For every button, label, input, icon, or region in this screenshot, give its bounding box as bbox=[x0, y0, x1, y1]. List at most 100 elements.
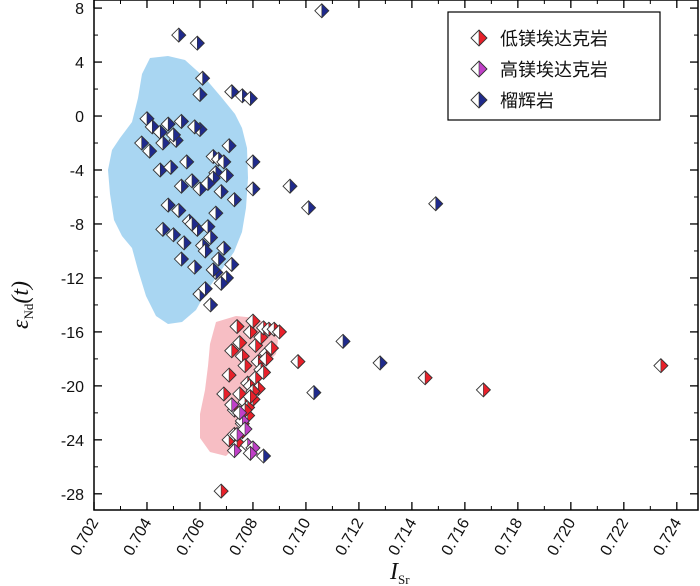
y-tick-label: -24 bbox=[61, 433, 84, 450]
legend-label: 高镁埃达克岩 bbox=[500, 60, 608, 81]
eclogite-point bbox=[184, 216, 200, 232]
low-mg-adakite-point bbox=[258, 351, 274, 367]
eclogite-point bbox=[226, 192, 243, 208]
eclogite-point bbox=[202, 229, 219, 246]
eclogite-point bbox=[208, 205, 224, 221]
eclogite-point bbox=[184, 173, 200, 189]
eclogite-point bbox=[213, 183, 229, 200]
y-axis-title-tail: (t) bbox=[8, 281, 34, 304]
high-mg-adakite-point bbox=[224, 397, 240, 413]
eclogite-point bbox=[194, 70, 211, 86]
data-points bbox=[134, 3, 669, 499]
plot-frame bbox=[93, 0, 699, 511]
y-tick-label: -28 bbox=[61, 487, 84, 504]
high-mg-adakite-point bbox=[232, 405, 248, 421]
legend-marker bbox=[470, 60, 488, 78]
eclogite-point bbox=[210, 251, 227, 267]
high-mg-adakite-point bbox=[242, 445, 258, 461]
y-tick-label: 8 bbox=[75, 1, 84, 18]
high-mg-adakite-point bbox=[237, 421, 253, 437]
low-mg-adakite-point bbox=[242, 324, 258, 340]
y-tick-label: -12 bbox=[61, 271, 84, 288]
eclogite-point bbox=[245, 154, 261, 170]
y-tick-label: -16 bbox=[61, 325, 84, 342]
eclogite-point bbox=[179, 154, 195, 170]
eclogite-point bbox=[134, 135, 150, 151]
eclogite-point bbox=[255, 448, 272, 464]
low-mg-adakite-point bbox=[216, 386, 232, 402]
y-tick-label: 0 bbox=[75, 109, 84, 126]
eclogite-point bbox=[202, 297, 219, 313]
x-tick-label: 0.708 bbox=[227, 515, 262, 558]
legend-label: 低镁埃达克岩 bbox=[500, 29, 608, 50]
y-axis: 8 4 0 -4 -8 -12 -16 -20 -24 -28 bbox=[61, 1, 698, 504]
eclogite-point bbox=[141, 143, 158, 159]
x-axis-title: ISr bbox=[389, 559, 410, 586]
low-mg-adakite-point bbox=[271, 324, 288, 340]
x-tick-label: 0.706 bbox=[174, 515, 209, 558]
y-tick-label: -4 bbox=[70, 163, 84, 180]
eclogite-point bbox=[173, 178, 190, 194]
eclogite-point bbox=[192, 86, 208, 103]
eclogite-point bbox=[155, 221, 171, 238]
legend-item-low-mg-adakite: 低镁埃达克岩 bbox=[470, 29, 608, 50]
eclogite-point bbox=[200, 175, 216, 192]
x-tick-label: 0.722 bbox=[598, 515, 633, 558]
legend-item-high-mg-adakite: 高镁埃达克岩 bbox=[470, 60, 608, 81]
eclogite-point bbox=[306, 384, 322, 401]
eclogite-point bbox=[171, 27, 187, 43]
eclogite-point bbox=[197, 243, 213, 259]
eclogite-point bbox=[300, 200, 317, 216]
x-tick-label: 0.704 bbox=[121, 515, 156, 558]
y-tick-label: -8 bbox=[70, 217, 84, 234]
legend-marker bbox=[470, 29, 488, 47]
x-tick-label: 0.720 bbox=[545, 515, 580, 558]
low-mg-adakite-point bbox=[255, 364, 272, 381]
x-tick-label: 0.712 bbox=[333, 515, 368, 558]
x-tick-label: 0.724 bbox=[651, 515, 686, 558]
x-axis-title-sub: Sr bbox=[398, 572, 410, 586]
high-mg-adakite-point bbox=[226, 442, 243, 459]
adakite-field bbox=[200, 316, 278, 456]
eclogite-point bbox=[176, 235, 192, 251]
eclogite-point bbox=[216, 240, 232, 256]
low-mg-adakite-point bbox=[290, 353, 306, 370]
eclogite-point bbox=[205, 262, 221, 278]
eclogite-point bbox=[216, 154, 232, 170]
eclogite-point bbox=[155, 135, 171, 151]
low-mg-adakite-point bbox=[263, 340, 280, 356]
x-tick-label: 0.710 bbox=[280, 515, 315, 558]
eclogite-point bbox=[171, 202, 187, 219]
x-axis-title-main: I bbox=[389, 559, 399, 585]
eclogite-point bbox=[165, 127, 182, 143]
eclogite-point bbox=[428, 196, 444, 212]
y-axis-title: εNd(t) bbox=[8, 281, 36, 329]
low-mg-adakite-point bbox=[224, 343, 240, 359]
x-tick-label: 0.714 bbox=[386, 515, 421, 558]
low-mg-adakite-point bbox=[245, 313, 261, 329]
legend-marker bbox=[470, 91, 488, 109]
eclogite-point bbox=[197, 281, 213, 297]
eclogite-point bbox=[189, 35, 205, 51]
low-mg-adakite-point bbox=[653, 357, 669, 374]
y-tick-label: -20 bbox=[61, 379, 84, 396]
x-tick-label: 0.718 bbox=[492, 515, 527, 558]
eclogite-point bbox=[173, 113, 190, 130]
eclogite-point bbox=[187, 119, 203, 135]
low-mg-adakite-point bbox=[229, 318, 245, 335]
low-mg-adakite-point bbox=[232, 335, 248, 351]
eclogite-point bbox=[187, 259, 203, 275]
y-tick-label: 4 bbox=[75, 55, 84, 72]
eclogite-point bbox=[163, 159, 179, 175]
y-axis-title-sub: Nd bbox=[21, 303, 36, 319]
eclogite-point bbox=[165, 227, 182, 243]
low-mg-adakite-point bbox=[221, 367, 237, 383]
eclogite-point bbox=[221, 138, 237, 154]
eclogite-point bbox=[314, 3, 330, 19]
x-tick-label: 0.702 bbox=[68, 515, 103, 558]
low-mg-adakite-point bbox=[242, 389, 258, 405]
low-mg-adakite-point bbox=[237, 357, 253, 374]
